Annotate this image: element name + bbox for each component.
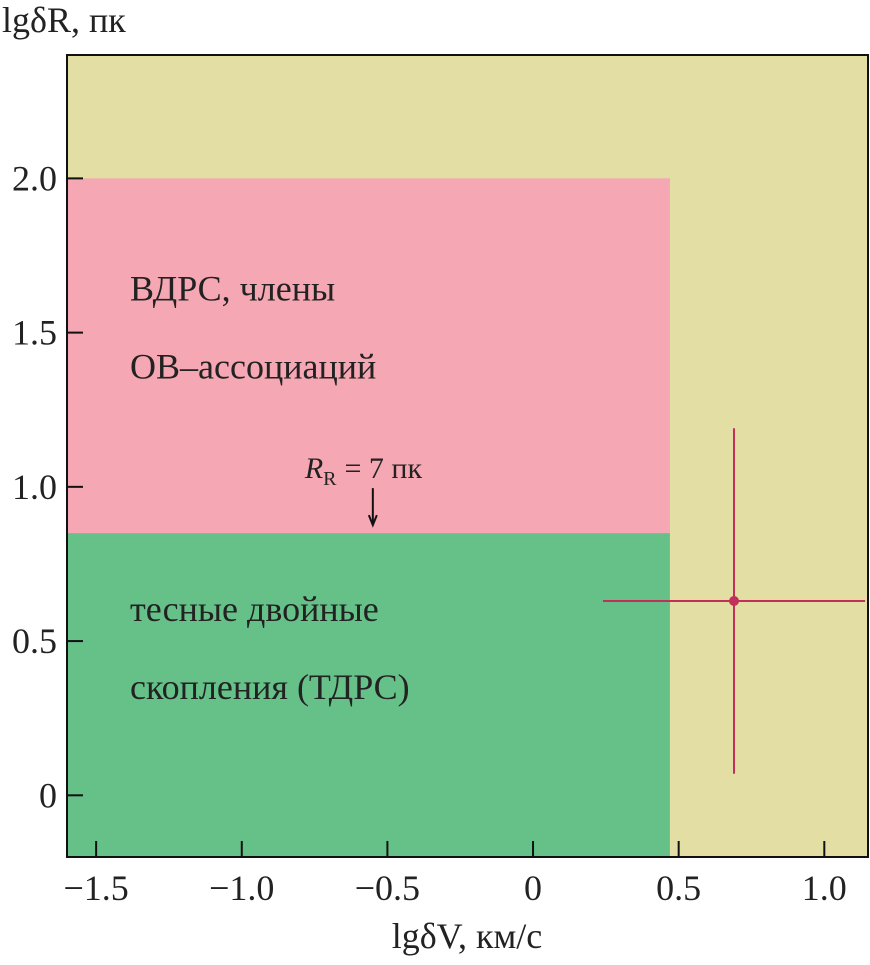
annotation-subscript: R — [323, 468, 337, 490]
point — [729, 595, 740, 606]
region-label: ОВ–ассоциаций — [130, 346, 376, 386]
annotation-text: = 7 пк — [345, 452, 423, 485]
region-label: ВДРС, члены — [130, 268, 335, 308]
x-axis-label: lgδV, км/с — [392, 916, 543, 956]
y-tick-label: 0 — [39, 775, 57, 815]
x-tick-label: −1.0 — [209, 868, 274, 908]
region-label: тесные двойные — [130, 589, 379, 629]
annotation: RR = 7 пк — [304, 452, 423, 490]
annotation-arrowhead — [367, 514, 378, 528]
x-tick-label: −0.5 — [355, 868, 420, 908]
annotation-symbol: R — [304, 452, 323, 485]
x-tick-label: 1.0 — [802, 868, 847, 908]
y-tick-label: 2.0 — [12, 158, 57, 198]
region — [67, 178, 670, 534]
x-tick-label: 0.5 — [656, 868, 701, 908]
region — [67, 533, 670, 857]
y-axis-label: lgδR, пк — [2, 0, 126, 40]
data-layer — [602, 428, 866, 774]
x-tick-label: −1.5 — [63, 868, 128, 908]
region-label: скопления (ТДРС) — [130, 667, 410, 707]
y-tick-label: 1.5 — [12, 313, 57, 353]
y-tick-label: 1.0 — [12, 467, 57, 507]
plot-frame — [66, 54, 869, 858]
x-tick-label: 0 — [524, 868, 542, 908]
y-tick-label: 0.5 — [12, 621, 57, 661]
